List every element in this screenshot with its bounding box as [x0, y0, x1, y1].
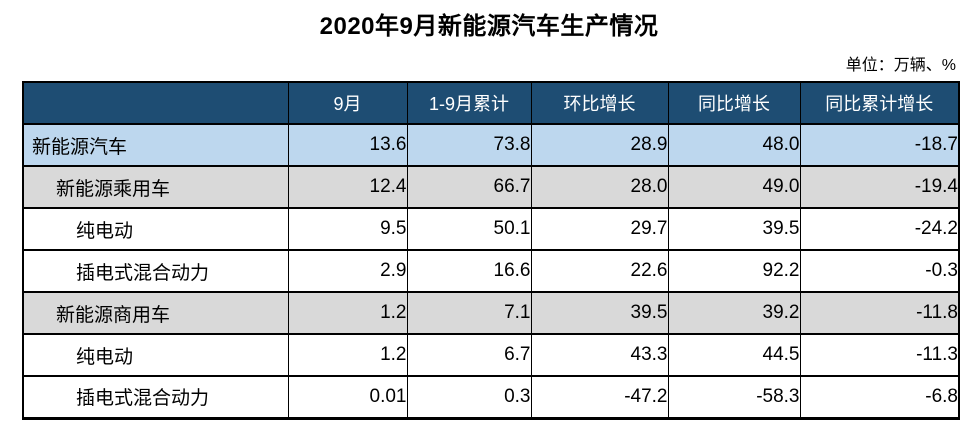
- production-table: 9月 1-9月累计 环比增长 同比增长 同比累计增长 新能源汽车 13.6 73.8…: [22, 81, 960, 420]
- value-cell: -11.3: [799, 333, 960, 377]
- value-cell: 0.3: [406, 375, 532, 419]
- value-cell: 12.4: [287, 165, 408, 209]
- value-cell: -58.3: [667, 375, 801, 419]
- table-row: 插电式混合动力 2.9 16.6 22.6 92.2 -0.3: [22, 249, 960, 293]
- table-row: 插电式混合动力 0.01 0.3 -47.2 -58.3 -6.8: [22, 375, 960, 419]
- value-cell: 48.0: [667, 123, 801, 167]
- value-cell: 0.01: [287, 375, 408, 419]
- value-cell: 73.8: [406, 123, 532, 167]
- value-cell: 44.5: [667, 333, 801, 377]
- header-cell-mom: 环比增长: [530, 81, 669, 125]
- row-label: 插电式混合动力: [22, 249, 289, 293]
- table-row: 纯电动 1.2 6.7 43.3 44.5 -11.3: [22, 333, 960, 377]
- value-cell: 22.6: [530, 249, 669, 293]
- value-cell: 39.5: [667, 207, 801, 251]
- table-row: 新能源乘用车 12.4 66.7 28.0 49.0 -19.4: [22, 165, 960, 209]
- value-cell: 1.2: [287, 291, 408, 335]
- header-cell-label: [22, 81, 289, 125]
- table-body: 新能源汽车 13.6 73.8 28.9 48.0 -18.7 新能源乘用车 12.4 66.7…: [22, 123, 960, 419]
- row-label: 插电式混合动力: [22, 375, 289, 419]
- value-cell: 43.3: [530, 333, 669, 377]
- header-cell-ytd: 1-9月累计: [406, 81, 532, 125]
- value-cell: 39.2: [667, 291, 801, 335]
- row-label: 纯电动: [22, 333, 289, 377]
- value-cell: 2.9: [287, 249, 408, 293]
- value-cell: 28.9: [530, 123, 669, 167]
- table-row: 纯电动 9.5 50.1 29.7 39.5 -24.2: [22, 207, 960, 251]
- value-cell: 6.7: [406, 333, 532, 377]
- value-cell: 9.5: [287, 207, 408, 251]
- value-cell: -18.7: [799, 123, 960, 167]
- value-cell: 92.2: [667, 249, 801, 293]
- unit-note: 单位：万辆、%: [845, 57, 956, 74]
- row-label: 纯电动: [22, 207, 289, 251]
- header-row: 9月 1-9月累计 环比增长 同比增长 同比累计增长: [22, 81, 960, 125]
- page-title: 2020年9月新能源汽车生产情况: [319, 13, 659, 40]
- row-label: 新能源汽车: [22, 123, 289, 167]
- header-cell-yoyytd: 同比累计增长: [799, 81, 960, 125]
- value-cell: 39.5: [530, 291, 669, 335]
- row-label: 新能源乘用车: [22, 165, 289, 209]
- value-cell: 16.6: [406, 249, 532, 293]
- value-cell: 29.7: [530, 207, 669, 251]
- value-cell: 50.1: [406, 207, 532, 251]
- value-cell: -11.8: [799, 291, 960, 335]
- table-row: 新能源商用车 1.2 7.1 39.5 39.2 -11.8: [22, 291, 960, 335]
- value-cell: -24.2: [799, 207, 960, 251]
- value-cell: -0.3: [799, 249, 960, 293]
- value-cell: -47.2: [530, 375, 669, 419]
- value-cell: -19.4: [799, 165, 960, 209]
- value-cell: 7.1: [406, 291, 532, 335]
- row-label: 新能源商用车: [22, 291, 289, 335]
- value-cell: -6.8: [799, 375, 960, 419]
- header-cell-month: 9月: [287, 81, 408, 125]
- table-header: 9月 1-9月累计 环比增长 同比增长 同比累计增长: [22, 81, 960, 125]
- value-cell: 66.7: [406, 165, 532, 209]
- table-row: 新能源汽车 13.6 73.8 28.9 48.0 -18.7: [22, 123, 960, 167]
- header-cell-yoy: 同比增长: [667, 81, 801, 125]
- value-cell: 28.0: [530, 165, 669, 209]
- value-cell: 1.2: [287, 333, 408, 377]
- value-cell: 49.0: [667, 165, 801, 209]
- value-cell: 13.6: [287, 123, 408, 167]
